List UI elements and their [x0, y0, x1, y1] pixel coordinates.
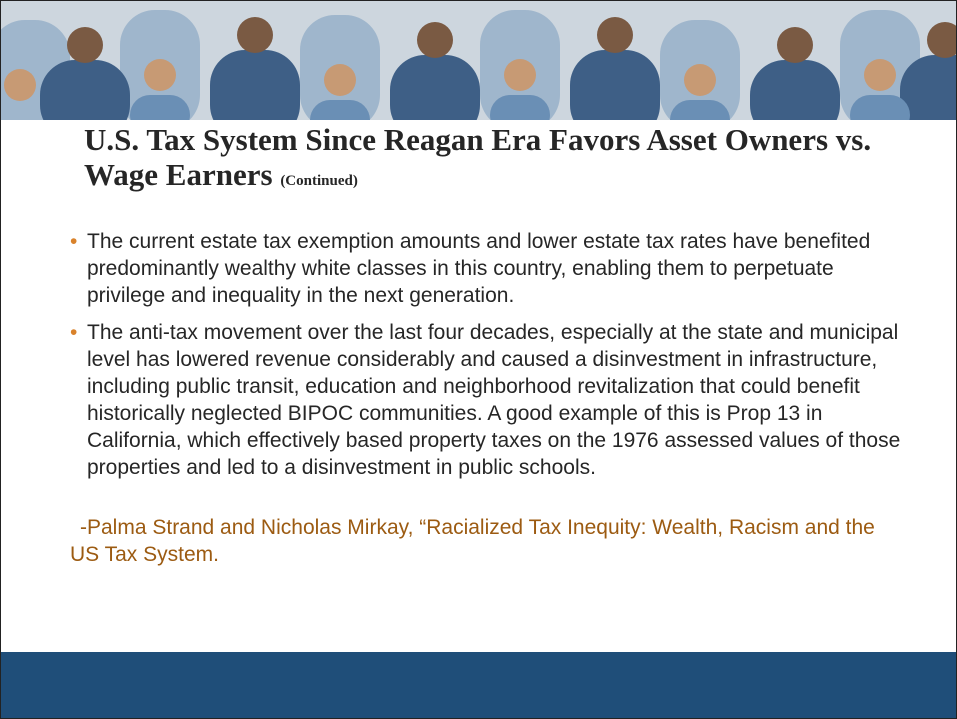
bullet: The current estate tax exemption amounts…: [70, 228, 915, 309]
citation: -Palma Strand and Nicholas Mirkay, “Raci…: [70, 514, 900, 568]
slide: U.S. Tax System Since Reagan Era Favors …: [0, 0, 957, 719]
people-banner: [0, 0, 957, 120]
title-main: U.S. Tax System Since Reagan Era Favors …: [84, 122, 871, 192]
slide-title: U.S. Tax System Since Reagan Era Favors …: [84, 122, 904, 199]
bullet-list: The current estate tax exemption amounts…: [70, 228, 915, 491]
bullet: The anti-tax movement over the last four…: [70, 319, 915, 481]
title-suffix: (Continued): [280, 173, 358, 189]
footer-bar: [0, 652, 957, 719]
